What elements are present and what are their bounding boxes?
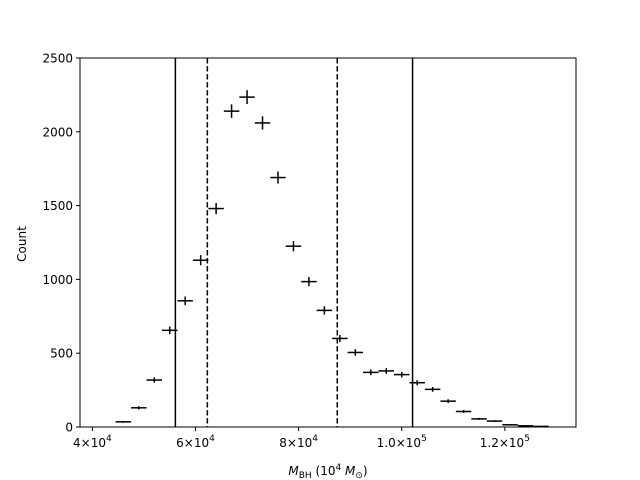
data-point-13 — [316, 306, 333, 315]
x-label-subscript: BH — [299, 471, 312, 480]
y-tick-label: 1500 — [42, 199, 73, 213]
data-point-17 — [378, 368, 394, 374]
axes-frame — [79, 57, 577, 428]
data-point-4 — [177, 296, 193, 306]
y-tick-label: 1000 — [42, 273, 73, 287]
x-tick-label: 8×104 — [279, 434, 318, 450]
data-point-25 — [502, 424, 518, 426]
x-label-unit-symbol: M — [341, 464, 356, 478]
y-tick-label: 500 — [50, 347, 73, 361]
data-point-0 — [115, 420, 132, 423]
data-point-9 — [254, 116, 271, 130]
x-label-unit-close: ) — [363, 464, 368, 478]
x-axis-label: MBH (104 M⊙) — [288, 463, 367, 480]
plot-area — [115, 58, 549, 428]
y-tick-label: 2500 — [42, 52, 73, 66]
data-point-1 — [131, 406, 147, 410]
x-label-unit-exponent: 4 — [335, 463, 341, 473]
data-point-12 — [301, 277, 317, 287]
data-point-16 — [363, 369, 379, 376]
axes: 0 500 1000 1500 2000 2500 4×104 6×104 8×104 1.0×1… — [42, 52, 577, 450]
x-tick-label: 1.2×105 — [480, 434, 530, 450]
x-tick-label: 1.0×105 — [377, 434, 427, 450]
data-point-8 — [239, 90, 255, 105]
y-tick-label: 0 — [65, 421, 73, 435]
x-label-unit-open: (10 — [312, 464, 336, 478]
data-point-20 — [424, 387, 441, 392]
data-point-3 — [161, 326, 178, 335]
y-axis-label: Count — [15, 226, 29, 262]
data-point-10 — [270, 171, 286, 184]
data-point-21 — [440, 399, 456, 404]
x-tick-label: 4×104 — [73, 434, 112, 450]
data-point-2 — [146, 377, 162, 383]
data-point-24 — [486, 420, 503, 422]
x-label-unit-subscript: ⊙ — [355, 471, 363, 480]
data-point-14 — [332, 334, 348, 342]
data-point-7 — [223, 104, 240, 118]
data-point-22 — [455, 410, 472, 413]
data-point-15 — [347, 349, 364, 356]
x-tick-label: 6×104 — [176, 434, 215, 450]
data-point-19 — [409, 380, 425, 386]
x-label-symbol: M — [288, 464, 299, 478]
data-point-26 — [517, 425, 534, 427]
data-point-6 — [208, 202, 224, 215]
data-point-18 — [393, 371, 410, 378]
y-tick-label: 2000 — [42, 125, 73, 139]
data-point-5 — [192, 255, 209, 266]
data-point-23 — [471, 417, 487, 420]
data-point-11 — [285, 241, 302, 252]
